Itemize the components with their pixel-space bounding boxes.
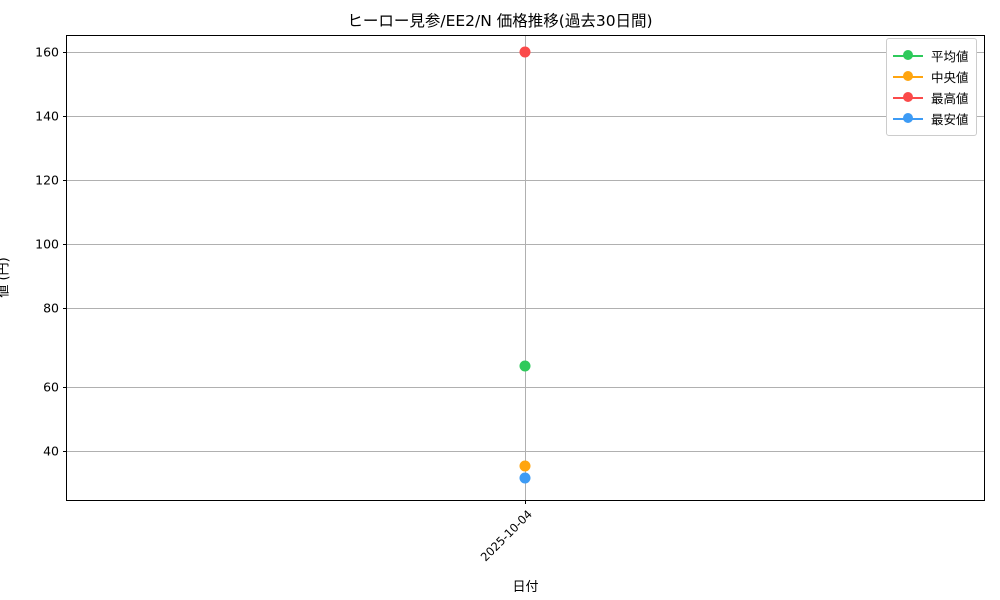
chart-title: ヒーロー見参/EE2/N 価格推移(過去30日間)	[347, 12, 653, 30]
legend-item-最安値[interactable]: 最安値	[893, 108, 969, 129]
legend-marker-icon-平均値	[893, 50, 923, 61]
legend-marker-icon-最高値	[893, 92, 923, 103]
data-point-平均値	[519, 360, 531, 372]
ytick-mark-160	[63, 52, 67, 54]
legend-item-中央値[interactable]: 中央値	[893, 66, 969, 87]
ytick-mark-100	[63, 244, 67, 246]
ytick-label-140: 140	[35, 108, 59, 124]
legend-marker-icon-中央値	[893, 71, 923, 82]
legend-label-中央値: 中央値	[931, 70, 969, 85]
ytick-label-40: 40	[43, 443, 59, 459]
legend-label-最安値: 最安値	[931, 112, 969, 127]
ytick-label-80: 80	[43, 300, 59, 316]
data-point-中央値	[519, 460, 531, 472]
legend-item-平均値[interactable]: 平均値	[893, 45, 969, 66]
legend-label-最高値: 最高値	[931, 91, 969, 106]
x-axis-label: 日付	[512, 580, 539, 595]
ytick-label-60: 60	[43, 379, 59, 395]
y-axis-label: 値 (円)	[0, 257, 12, 297]
gridline-x-2025-10-04: 2025-10-04	[478, 36, 535, 564]
ytick-label-160: 160	[35, 44, 59, 60]
ytick-label-120: 120	[35, 172, 59, 188]
data-point-最高値	[519, 46, 531, 58]
legend-label-平均値: 平均値	[931, 49, 969, 64]
ytick-mark-120	[63, 180, 67, 182]
ytick-mark-40	[63, 451, 67, 453]
plot-area: 160 140 120 100 80 60 40 2025-10-	[35, 35, 985, 564]
ytick-mark-60	[63, 387, 67, 389]
ytick-mark-140	[63, 116, 67, 118]
xtick-label-2025-10-04: 2025-10-04	[477, 507, 535, 565]
xtick-mark-2025-10-04	[525, 500, 527, 504]
legend-item-最高値[interactable]: 最高値	[893, 87, 969, 108]
legend-marker-icon-最安値	[893, 113, 923, 124]
data-point-最安値	[519, 472, 531, 484]
ytick-mark-80	[63, 308, 67, 310]
ytick-label-100: 100	[35, 236, 59, 252]
chart-legend: 平均値 中央値 最高値 最安値	[886, 38, 977, 136]
